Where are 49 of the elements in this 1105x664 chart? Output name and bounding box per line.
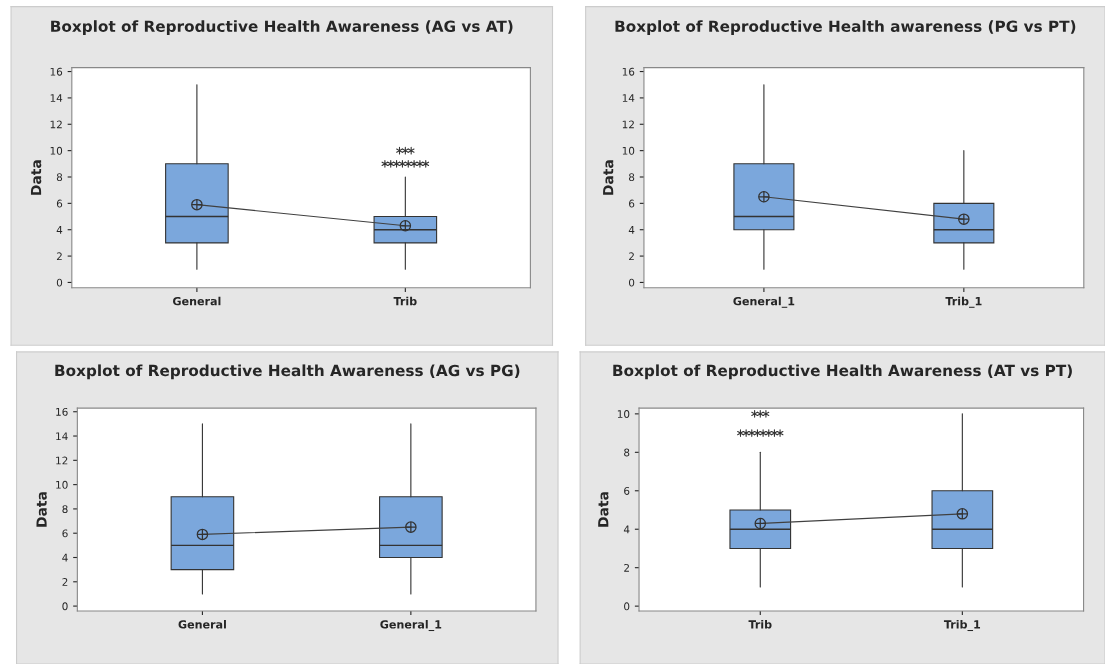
y-axis-title: Data: [30, 160, 42, 195]
y-tick-label: 10: [617, 410, 630, 418]
chart-title: Boxplot of Reproductive Health Awareness (AG vs PG): [55, 364, 520, 380]
y-tick-label: 16: [622, 67, 635, 76]
y-axis-title: Data: [598, 492, 609, 527]
y-tick-label: 6: [624, 487, 630, 495]
chart-title: Boxplot of Reproductive Health Awareness (AG vs AT): [51, 20, 513, 35]
y-tick-label: 8: [62, 505, 68, 514]
y-tick-label: 4: [62, 553, 68, 562]
y-tick-label: 4: [623, 525, 630, 534]
y-tick-label: 12: [56, 456, 68, 465]
y-axis-title: Data: [603, 160, 614, 195]
x-tick-label: General_1: [380, 619, 442, 632]
y-tick-label: 4: [628, 226, 635, 234]
y-tick-label: 0: [628, 278, 635, 287]
y-tick-label: 6: [56, 199, 63, 208]
y-tick-label: 10: [622, 146, 635, 155]
y-tick-label: 6: [62, 529, 68, 538]
y-tick-label: 10: [50, 146, 63, 155]
y-tick-label: 8: [56, 173, 63, 182]
y-tick-label: 4: [56, 226, 63, 234]
y-tick-label: 10: [56, 480, 68, 489]
y-tick-label: 14: [622, 94, 635, 102]
y-tick-label: 16: [56, 407, 68, 416]
x-tick-label: General_1: [733, 296, 795, 308]
y-tick-label: 12: [622, 120, 634, 129]
y-tick-label: 12: [50, 120, 62, 129]
x-tick-label: Trib_1: [945, 296, 982, 308]
y-tick-label: 14: [50, 94, 63, 102]
chart-title: Boxplot of Reproductive Health awareness (PG vs PT): [615, 20, 1076, 35]
chart-title: Boxplot of Reproductive Health Awareness (AT vs PT): [613, 364, 1072, 380]
x-tick-label: Trib: [393, 296, 417, 306]
x-tick-label: Trib: [748, 619, 772, 629]
y-tick-label: 0: [56, 278, 63, 287]
y-tick-label: 8: [624, 448, 630, 457]
y-tick-label: 16: [50, 67, 63, 76]
y-axis-title: Data: [36, 492, 47, 527]
x-tick-label: General: [178, 619, 226, 629]
y-tick-label: 6: [629, 199, 635, 208]
y-tick-label: 2: [629, 252, 634, 261]
y-tick-label: 2: [56, 252, 62, 261]
y-tick-label: 0: [624, 602, 630, 611]
y-tick-label: 0: [62, 602, 68, 611]
x-tick-label: General: [173, 296, 221, 306]
y-tick-label: 14: [56, 432, 68, 440]
y-tick-label: 8: [629, 173, 635, 182]
y-tick-label: 2: [62, 578, 68, 586]
y-tick-label: 2: [624, 563, 629, 572]
x-tick-label: Trib_1: [943, 619, 981, 632]
